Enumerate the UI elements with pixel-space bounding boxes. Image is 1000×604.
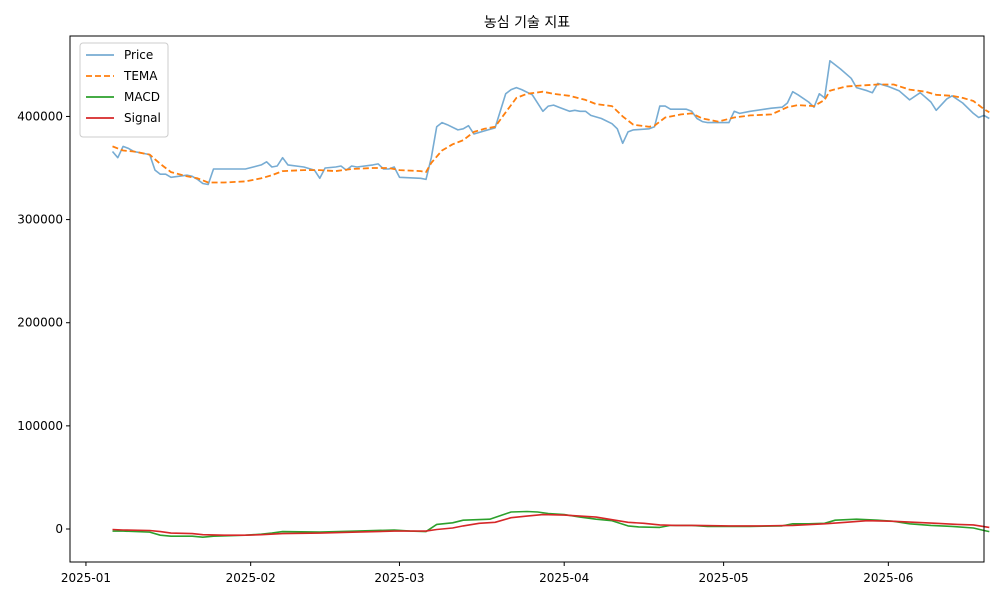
y-tick-label: 300000 [17,213,63,227]
y-tick-label: 200000 [17,316,63,330]
x-tick-label: 2025-03 [374,571,424,585]
chart-title: 농심 기술 지표 [484,15,570,31]
plot-frame [69,35,985,563]
series-line-signal [112,513,990,536]
plot-lines [111,60,990,538]
legend-label-price: Price [124,48,153,62]
x-tick-label: 2025-01 [61,571,111,585]
y-axis: 0 100000 200000 300000 400000 [17,109,70,536]
legend: Price TEMA MACD Signal [79,42,169,138]
x-tick-label: 2025-05 [699,571,749,585]
y-tick-label: 400000 [17,109,63,123]
legend-label-signal: Signal [124,111,161,125]
y-tick-label: 0 [55,522,63,536]
x-tick-label: 2025-06 [863,571,913,585]
y-tick-label: 100000 [17,419,63,433]
series-line-tema [112,83,990,184]
x-tick-label: 2025-04 [539,571,589,585]
legend-label-macd: MACD [124,90,160,104]
legend-label-tema: TEMA [123,69,158,83]
x-axis: 2025-01 2025-02 2025-03 2025-04 2025-05 2025-… [61,562,913,585]
legend-box [79,42,169,138]
x-tick-label: 2025-02 [226,571,276,585]
series-line-price [111,60,990,186]
